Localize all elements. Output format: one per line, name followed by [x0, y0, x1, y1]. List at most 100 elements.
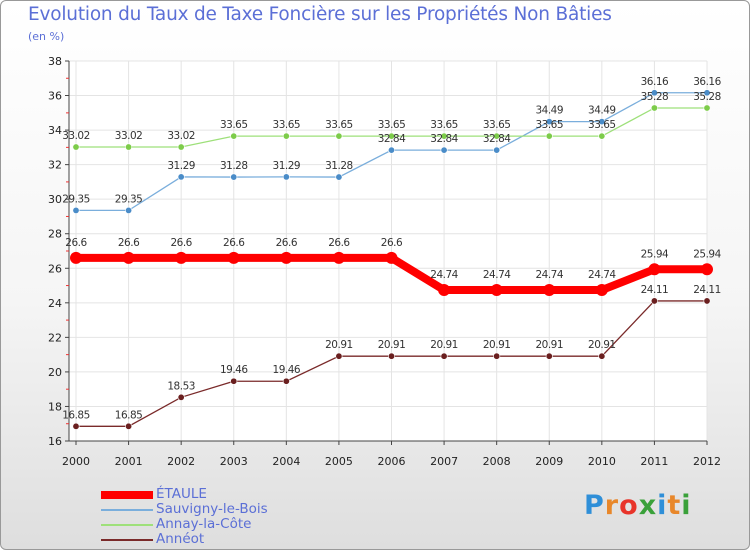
y-tick-label: 34	[48, 124, 62, 137]
logo-letter: t	[667, 490, 682, 521]
y-tick-label: 16	[48, 435, 62, 448]
unit-label: (en %)	[28, 30, 65, 43]
data-point-annay-la-cote	[335, 132, 343, 140]
y-tick-label: 22	[48, 331, 62, 344]
logo-letter: r	[604, 490, 620, 521]
data-label: 24.74	[483, 269, 511, 281]
y-tick-label: 18	[48, 400, 62, 413]
legend-swatch	[101, 491, 153, 499]
data-label: 31.28	[220, 160, 248, 172]
data-point-anneot	[72, 422, 80, 430]
data-label: 33.02	[62, 130, 90, 142]
data-label: 26.6	[276, 237, 298, 249]
data-label: 32.84	[430, 133, 458, 145]
data-point-sauvigny-le-bois	[703, 89, 711, 97]
data-point-anneot	[387, 352, 395, 360]
data-point-sauvigny-le-bois	[493, 146, 501, 154]
data-label: 33.65	[535, 119, 563, 131]
data-point-etaule	[648, 263, 661, 276]
data-label: 25.94	[641, 248, 669, 260]
data-point-anneot	[650, 297, 658, 305]
y-tick-label: 24	[48, 297, 62, 310]
data-point-sauvigny-le-bois	[440, 146, 448, 154]
data-point-anneot	[335, 352, 343, 360]
x-tick-label: 2006	[378, 455, 406, 468]
logo-letter: P	[584, 490, 605, 521]
data-label: 31.29	[167, 160, 195, 172]
data-label: 20.91	[483, 339, 511, 351]
y-tick-label: 30	[48, 193, 62, 206]
data-point-etaule	[543, 284, 556, 297]
plot-area	[69, 61, 707, 441]
data-label: 33.65	[378, 119, 406, 131]
data-point-anneot	[230, 377, 238, 385]
y-tick-label: 36	[48, 90, 62, 103]
data-point-etaule	[701, 263, 713, 276]
data-point-anneot	[703, 297, 711, 305]
data-label: 16.85	[115, 409, 143, 421]
data-label: 24.11	[693, 284, 721, 296]
data-point-anneot	[177, 393, 185, 401]
data-point-annay-la-cote	[650, 104, 658, 112]
data-point-anneot	[440, 352, 448, 360]
data-label: 18.53	[167, 380, 195, 392]
data-label: 24.74	[430, 269, 458, 281]
data-label: 31.28	[325, 160, 353, 172]
data-label: 34.49	[535, 105, 563, 117]
data-label: 36.16	[693, 76, 721, 88]
data-label: 33.02	[167, 130, 195, 142]
data-point-sauvigny-le-bois	[335, 173, 343, 181]
data-point-sauvigny-le-bois	[545, 118, 553, 126]
data-point-annay-la-cote	[177, 143, 185, 151]
legend-label: Sauvigny-le-Bois	[156, 501, 268, 517]
data-label: 26.6	[118, 237, 140, 249]
data-label: 33.65	[483, 119, 511, 131]
data-label: 31.29	[273, 160, 301, 172]
logo-letter: o	[619, 490, 639, 521]
data-point-anneot	[598, 352, 606, 360]
x-tick-label: 2009	[535, 455, 563, 468]
data-point-annay-la-cote	[230, 132, 238, 140]
legend-label: Annay-la-Côte	[156, 516, 252, 532]
data-point-sauvigny-le-bois	[125, 206, 133, 214]
data-point-sauvigny-le-bois	[282, 173, 290, 181]
data-point-anneot	[545, 352, 553, 360]
y-tick-label: 32	[48, 159, 62, 172]
data-point-annay-la-cote	[72, 143, 80, 151]
x-tick-label: 2012	[693, 455, 721, 468]
data-label: 32.84	[483, 133, 511, 145]
x-tick-label: 2008	[483, 455, 511, 468]
data-point-annay-la-cote	[545, 132, 553, 140]
data-point-annay-la-cote	[125, 143, 133, 151]
data-point-anneot	[125, 422, 133, 430]
data-label: 33.65	[273, 119, 301, 131]
data-point-etaule	[385, 251, 398, 264]
legend-label: Annéot	[156, 531, 205, 547]
x-tick-label: 2002	[167, 455, 195, 468]
x-tick-label: 2001	[115, 455, 143, 468]
data-label: 25.94	[693, 248, 721, 260]
data-point-sauvigny-le-bois	[72, 206, 80, 214]
data-label: 20.91	[535, 339, 563, 351]
data-point-annay-la-cote	[493, 132, 501, 140]
data-point-etaule	[70, 251, 82, 264]
data-label: 24.11	[641, 284, 669, 296]
data-label: 26.6	[381, 237, 403, 249]
data-label: 24.74	[588, 269, 616, 281]
data-label: 35.28	[641, 91, 669, 103]
data-point-anneot	[282, 377, 290, 385]
data-label: 26.6	[223, 237, 245, 249]
chart-title: Evolution du Taux de Taxe Foncière sur l…	[28, 4, 612, 25]
x-tick-label: 2007	[430, 455, 458, 468]
data-point-etaule	[122, 251, 135, 264]
data-point-etaule	[332, 251, 345, 264]
data-label: 20.91	[588, 339, 616, 351]
data-point-sauvigny-le-bois	[598, 118, 606, 126]
data-point-sauvigny-le-bois	[650, 89, 658, 97]
data-point-etaule	[227, 251, 240, 264]
x-tick-label: 2005	[325, 455, 353, 468]
data-label: 33.65	[325, 119, 353, 131]
data-label: 35.28	[693, 91, 721, 103]
data-point-annay-la-cote	[387, 132, 395, 140]
